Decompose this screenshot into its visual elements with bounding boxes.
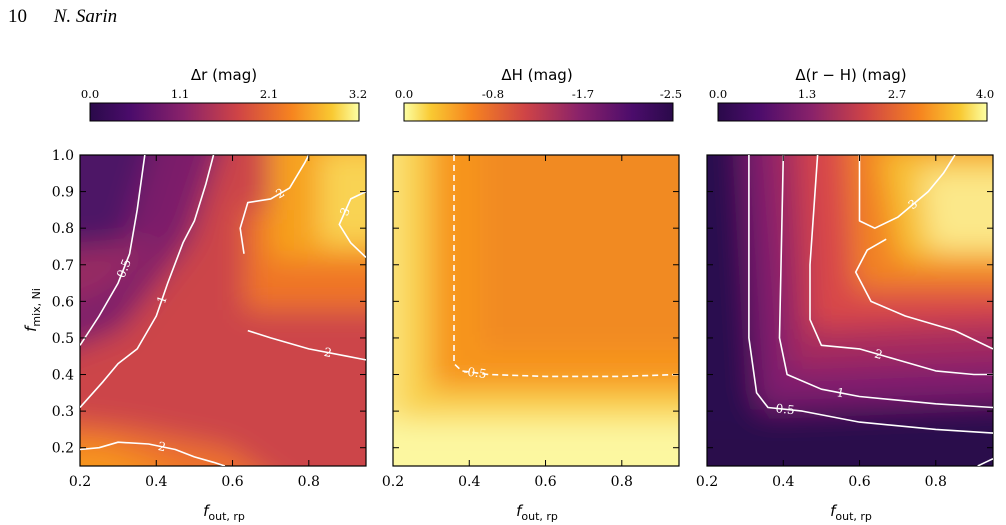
x-tick-label: 0.8 [298,474,320,490]
colorbar-tick: -2.5 [660,87,682,101]
page-header: 10 N. Sarin [8,6,117,28]
colorbar-tick: 2.1 [260,87,278,101]
contour-line [239,155,310,254]
colorbar-gradient [717,102,988,122]
x-tick-label: 0.6 [221,474,243,490]
colorbar-title: ΔH (mag) [501,66,572,84]
colorbar-tick: 0.0 [81,87,99,101]
y-tick-label: 0.7 [52,258,74,274]
y-tick-label: 0.9 [52,185,74,201]
x-tick-label: 0.4 [772,474,794,490]
contour-line [247,329,366,361]
colorbar-title: Δ(r − H) (mag) [795,66,906,84]
contour-line [809,155,993,376]
colorbar-tick: 3.2 [349,87,367,101]
contour-label: -0.5 [463,364,488,381]
y-tick-label: 0.5 [52,331,74,347]
x-tick-label: 0.2 [69,474,91,490]
contour-label: 0.5 [775,401,795,417]
contour-label: 1 [154,294,170,306]
x-tick-label: 0.6 [848,474,870,490]
contour-label: 2 [157,439,167,454]
contour-line [80,155,146,346]
contour-line [80,155,215,409]
contour-label: 2 [873,347,884,363]
plot-frame [392,154,680,467]
colorbar-tick: 1.1 [171,87,189,101]
x-tick-label: 0.8 [611,474,633,490]
axes-layer: 0.2 0.4 0.6 0.8 0.2 0.3 0.4 0.5 0.6 0.7 0.8 0.9 1.0 0… [52,148,993,490]
x-tick-label: 0.4 [458,474,480,490]
x-tick-label: 0.6 [534,474,556,490]
contour-line [748,155,993,434]
y-tick-label: 0.8 [52,221,74,237]
y-tick-label: 0.6 [52,294,74,310]
y-tick-label: 0.2 [52,441,74,457]
heatmap-middle: -0.5 [392,154,680,467]
colorbar-tick: -0.8 [482,87,504,101]
colorbar-left: Δr (mag) 0.0 1.1 2.1 3.2 [81,66,367,122]
colorbar-right: Δ(r − H) (mag) 0.0 1.3 2.7 4.0 [709,66,994,122]
colorbar-title: Δr (mag) [191,66,257,84]
author-name: N. Sarin [53,6,118,27]
x-tick-label: 0.8 [925,474,947,490]
colorbar-tick: 4.0 [976,87,994,101]
x-axis-label: fout, rp [203,502,245,523]
contour-lines [748,155,993,466]
colorbar-gradient [89,102,360,122]
colorbar-tick: 0.0 [395,87,413,101]
x-axis-label: fout, rp [516,502,558,523]
contour-line [453,155,679,378]
contour-label: 0.5 [114,257,134,280]
page-number: 10 [8,6,27,27]
colorbar-tick: 0.0 [709,87,727,101]
contour-line [778,155,993,409]
x-tick-label: 0.2 [382,474,404,490]
plot-frame [706,154,994,467]
x-tick-label: 0.4 [145,474,167,490]
y-tick-label: 0.3 [52,404,74,420]
colorbar-tick: -1.7 [572,87,594,101]
contour-line [80,441,226,466]
x-axis-label: fout, rp [830,502,872,523]
colorbar-gradient [403,102,674,122]
x-tick-label: 0.2 [696,474,718,490]
contour-line [854,238,993,350]
contour-line [977,457,993,466]
contour-labels: -0.5 [463,364,488,381]
contour-lines [80,155,366,466]
colorbar-middle: ΔH (mag) 0.0 -0.8 -1.7 -2.5 [395,66,682,122]
contour-line [338,190,366,258]
y-tick-label: 1.0 [52,148,74,164]
y-axis-label: fmix, Ni [22,288,43,332]
contour-line [858,155,956,229]
colorbar-tick: 2.7 [888,87,906,101]
contour-label: 1 [835,385,845,400]
contour-lines [453,155,679,378]
colorbar-tick: 1.3 [798,87,816,101]
y-tick-label: 0.4 [52,368,74,384]
contour-label: 2 [323,345,333,360]
